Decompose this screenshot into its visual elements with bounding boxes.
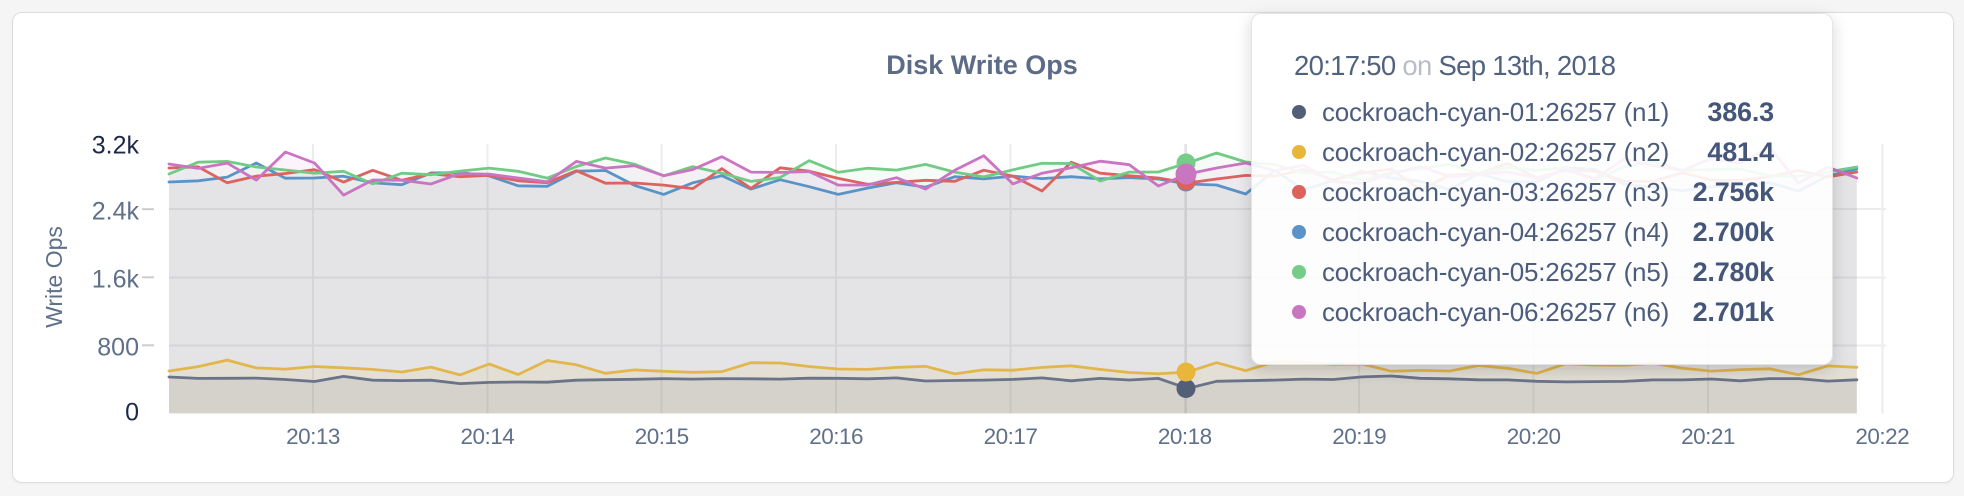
svg-text:0: 0	[125, 399, 139, 427]
svg-text:20:18: 20:18	[1158, 424, 1212, 449]
svg-text:Disk Write Ops: Disk Write Ops	[886, 50, 1078, 80]
svg-text:2.4k: 2.4k	[92, 198, 140, 226]
svg-text:800: 800	[97, 334, 139, 362]
svg-text:Write Ops: Write Ops	[41, 226, 67, 328]
svg-text:1.6k: 1.6k	[92, 266, 140, 294]
svg-text:20:20: 20:20	[1507, 424, 1561, 449]
svg-text:20:22: 20:22	[1855, 424, 1909, 449]
svg-text:20:14: 20:14	[460, 424, 514, 449]
svg-text:20:17: 20:17	[984, 424, 1038, 449]
svg-text:20:13: 20:13	[286, 424, 340, 449]
svg-text:20:16: 20:16	[809, 424, 863, 449]
svg-text:20:15: 20:15	[635, 424, 689, 449]
svg-text:20:19: 20:19	[1332, 424, 1386, 449]
svg-text:20:21: 20:21	[1681, 424, 1735, 449]
svg-text:3.2k: 3.2k	[92, 132, 140, 160]
